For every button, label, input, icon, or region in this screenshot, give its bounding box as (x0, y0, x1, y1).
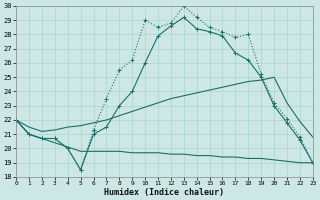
X-axis label: Humidex (Indice chaleur): Humidex (Indice chaleur) (104, 188, 224, 197)
